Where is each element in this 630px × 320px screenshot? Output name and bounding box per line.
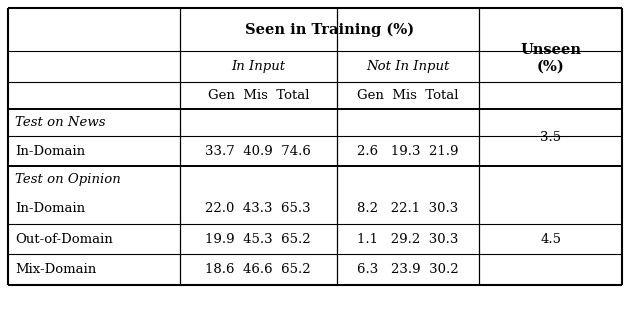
Text: 18.6  46.6  65.2: 18.6 46.6 65.2 [205, 263, 311, 276]
Text: 22.0  43.3  65.3: 22.0 43.3 65.3 [205, 202, 311, 215]
Text: Gen  Mis  Total: Gen Mis Total [207, 89, 309, 102]
Text: In-Domain: In-Domain [15, 145, 85, 158]
Text: 3.5: 3.5 [540, 131, 561, 144]
Text: Out-of-Domain: Out-of-Domain [15, 233, 113, 246]
Text: Seen in Training (%): Seen in Training (%) [244, 22, 414, 37]
Text: 19.9  45.3  65.2: 19.9 45.3 65.2 [205, 233, 311, 246]
Text: Test on Opinion: Test on Opinion [15, 173, 121, 187]
Text: In Input: In Input [231, 60, 285, 73]
Text: 8.2   22.1  30.3: 8.2 22.1 30.3 [357, 202, 459, 215]
Text: 1.1   29.2  30.3: 1.1 29.2 30.3 [357, 233, 459, 246]
Text: Unseen
(%): Unseen (%) [520, 43, 581, 74]
Text: 2.6   19.3  21.9: 2.6 19.3 21.9 [357, 145, 459, 158]
Text: 33.7  40.9  74.6: 33.7 40.9 74.6 [205, 145, 311, 158]
Text: Not In Input: Not In Input [366, 60, 450, 73]
Text: Test on News: Test on News [15, 116, 106, 129]
Text: In-Domain: In-Domain [15, 202, 85, 215]
Text: 6.3   23.9  30.2: 6.3 23.9 30.2 [357, 263, 459, 276]
Text: Mix-Domain: Mix-Domain [15, 263, 96, 276]
Text: Gen  Mis  Total: Gen Mis Total [357, 89, 459, 102]
Text: 4.5: 4.5 [540, 233, 561, 246]
